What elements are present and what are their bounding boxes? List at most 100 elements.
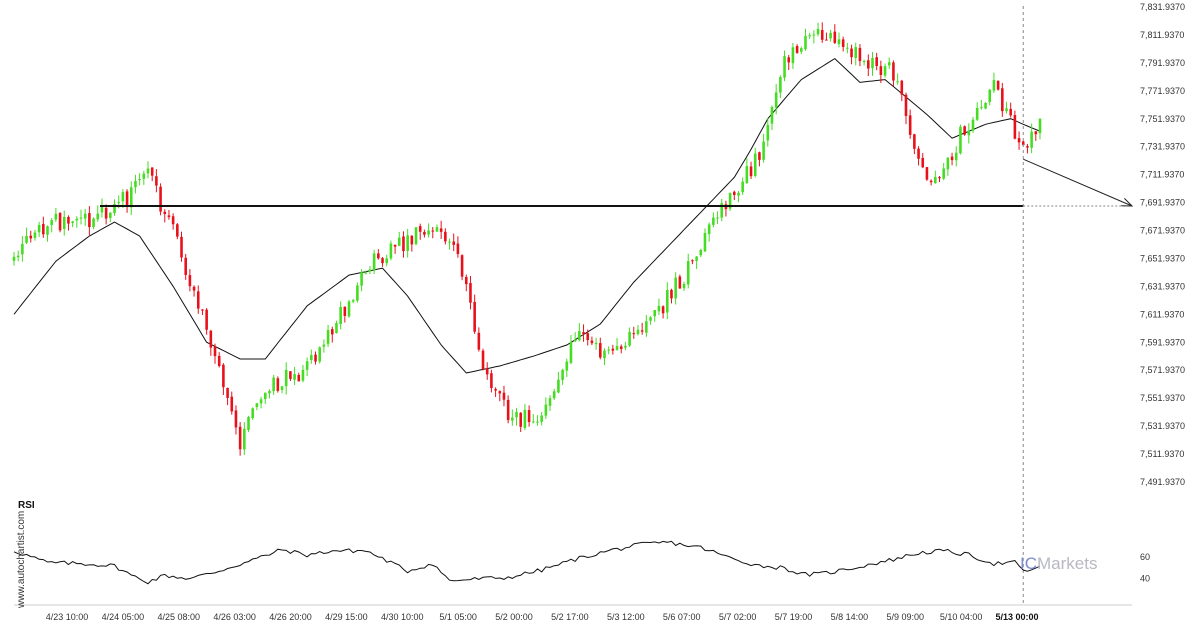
candle (829, 29, 832, 42)
candle-body (913, 134, 916, 149)
candle (62, 210, 66, 236)
candle (636, 325, 640, 336)
axes-layer: 7,831.9370 7,811.9370 7,791.9370 7,771.9370… (14, 2, 1185, 622)
candle-body (1034, 131, 1038, 135)
candle-body (850, 48, 853, 58)
candle (942, 162, 945, 181)
candle-body (360, 272, 363, 286)
candle-body (691, 260, 694, 262)
candle-body (636, 329, 640, 335)
candle (1030, 123, 1033, 154)
candle (908, 109, 912, 139)
candle (243, 422, 246, 456)
candle-body (548, 398, 552, 406)
candle-body (557, 379, 560, 393)
candle-body (565, 361, 569, 371)
candle-body (213, 346, 217, 357)
candle-body (578, 331, 581, 341)
candle (557, 371, 560, 394)
x-tick-label: 4/29 15:00 (325, 612, 368, 622)
overlay-layer (100, 6, 1134, 605)
candle (377, 249, 380, 260)
candle (167, 209, 171, 220)
candle (385, 254, 389, 267)
candle (192, 285, 196, 297)
candle (435, 224, 439, 233)
candle-body (180, 236, 183, 258)
candle-body (716, 217, 719, 219)
candle-body (62, 216, 66, 229)
rsi-tick-label: 40 (1140, 574, 1150, 584)
watermark-vertical-text: www.autochartist.com (16, 511, 27, 609)
candle (506, 395, 510, 424)
candle-body (25, 235, 28, 243)
candle-body (75, 218, 79, 221)
candle-body (100, 206, 104, 213)
candle (37, 221, 41, 237)
x-tick-label: 5/7 19:00 (775, 612, 813, 622)
candle-body (67, 216, 70, 224)
candle (226, 387, 229, 406)
candle (967, 123, 971, 144)
candle-body (829, 32, 832, 39)
candle-body (519, 412, 523, 427)
x-tick-label: 5/6 07:00 (663, 612, 701, 622)
candle (397, 231, 401, 247)
price-tick-label: 7,551.9370 (1140, 393, 1185, 403)
candle-body (410, 235, 414, 245)
candle (565, 358, 569, 377)
candle (427, 223, 430, 238)
candle-body (628, 331, 631, 346)
candle (104, 204, 108, 225)
candle (720, 198, 724, 222)
candle (925, 167, 929, 181)
candle-body (816, 28, 820, 35)
candle (406, 228, 409, 258)
candle (825, 32, 828, 41)
candle (594, 337, 598, 350)
candle-body (297, 374, 301, 382)
candle (913, 133, 916, 155)
candle-body (959, 126, 962, 154)
candle (862, 59, 866, 66)
candle-body (330, 329, 334, 335)
candle-body (46, 226, 49, 235)
candle-body (196, 291, 200, 309)
candle (934, 170, 937, 184)
candle (502, 385, 506, 407)
candle (791, 43, 795, 70)
candle-body (192, 286, 196, 291)
candle-body (310, 355, 313, 361)
candle (255, 402, 259, 411)
candle-body (502, 392, 506, 400)
candle-body (569, 342, 573, 363)
candle-body (825, 39, 828, 41)
candle-body (473, 301, 476, 332)
candle (536, 415, 539, 426)
candle (963, 125, 966, 136)
candle (699, 248, 703, 258)
candle-body (946, 157, 950, 170)
candle (83, 208, 87, 226)
candle (904, 92, 908, 125)
candle-body (678, 276, 682, 289)
candle-body (268, 390, 271, 394)
candle-body (439, 228, 443, 232)
candle (418, 223, 422, 240)
candle-body (762, 141, 765, 160)
candle (452, 233, 456, 252)
candle (67, 215, 70, 231)
price-tick-label: 7,831.9370 (1140, 2, 1185, 12)
candle-body (833, 31, 837, 43)
candle (691, 259, 694, 265)
candle (351, 298, 355, 304)
candle (808, 32, 811, 40)
candle-body (992, 80, 996, 91)
candle-body (942, 168, 945, 179)
candle (632, 326, 636, 339)
candle-body (397, 237, 401, 246)
candle (259, 396, 263, 409)
candle (598, 337, 602, 360)
candle-body (686, 261, 690, 285)
candle-body (117, 202, 120, 204)
